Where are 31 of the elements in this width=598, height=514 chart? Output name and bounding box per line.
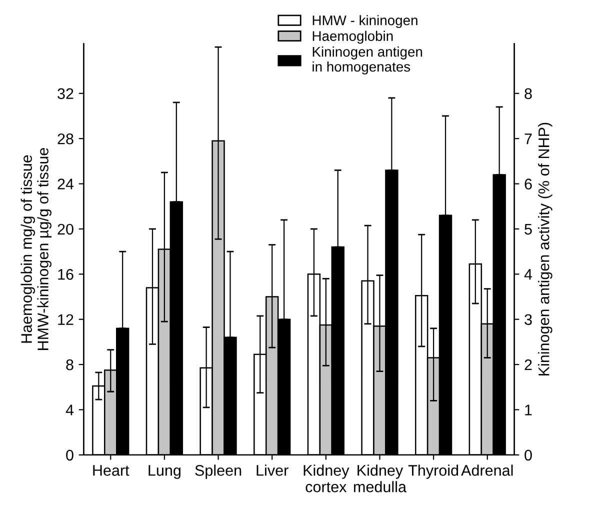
- x-tick-label: Kidney cortex: [304, 464, 350, 492]
- y2-tick-label: 3: [524, 314, 532, 326]
- y2-tick-label: 5: [524, 224, 532, 235]
- x-tick-label: Adrenal: [461, 464, 513, 476]
- x-tick-label: Kidney medulla: [354, 464, 406, 492]
- y2-axis-title: Kininogen antigen activity (% of NHP): [538, 122, 552, 376]
- y2-tick-label: 4: [524, 269, 532, 280]
- y-tick-label: 12: [58, 314, 74, 325]
- y2-tick-label: 7: [524, 134, 532, 144]
- y-tick-label: 16: [58, 269, 74, 280]
- y-tick-label: 32: [58, 88, 74, 100]
- legend-label: Kininogen antigen in homogenates: [312, 46, 422, 74]
- x-tick-label: Thyroid: [408, 464, 458, 479]
- y-tick-label: 24: [58, 178, 74, 190]
- x-tick-label: Spleen: [195, 464, 242, 479]
- y-tick-label: 8: [66, 359, 74, 370]
- y2-tick-label: 1: [525, 404, 532, 416]
- y2-tick-label: 6: [524, 178, 532, 190]
- x-tick-label: Liver: [256, 464, 288, 476]
- y2-tick-label: 8: [524, 88, 532, 100]
- y-tick-label: 20: [58, 224, 74, 235]
- x-tick-label: Lung: [148, 465, 180, 479]
- x-tick-label: Heart: [93, 465, 130, 476]
- y2-tick-label: 0: [524, 450, 532, 461]
- legend-label: Haemoglobin: [312, 30, 393, 44]
- y-axis-title: Haemoglobin mg/g of tissue HMW-kininogen µg/g of tissue: [20, 148, 52, 350]
- y-tick-label: 28: [58, 133, 74, 144]
- y-tick-label: 0: [66, 450, 74, 461]
- legend-label: HMW - kininogen: [312, 15, 418, 28]
- y2-tick-label: 2: [524, 359, 532, 370]
- y-tick-label: 4: [66, 404, 74, 416]
